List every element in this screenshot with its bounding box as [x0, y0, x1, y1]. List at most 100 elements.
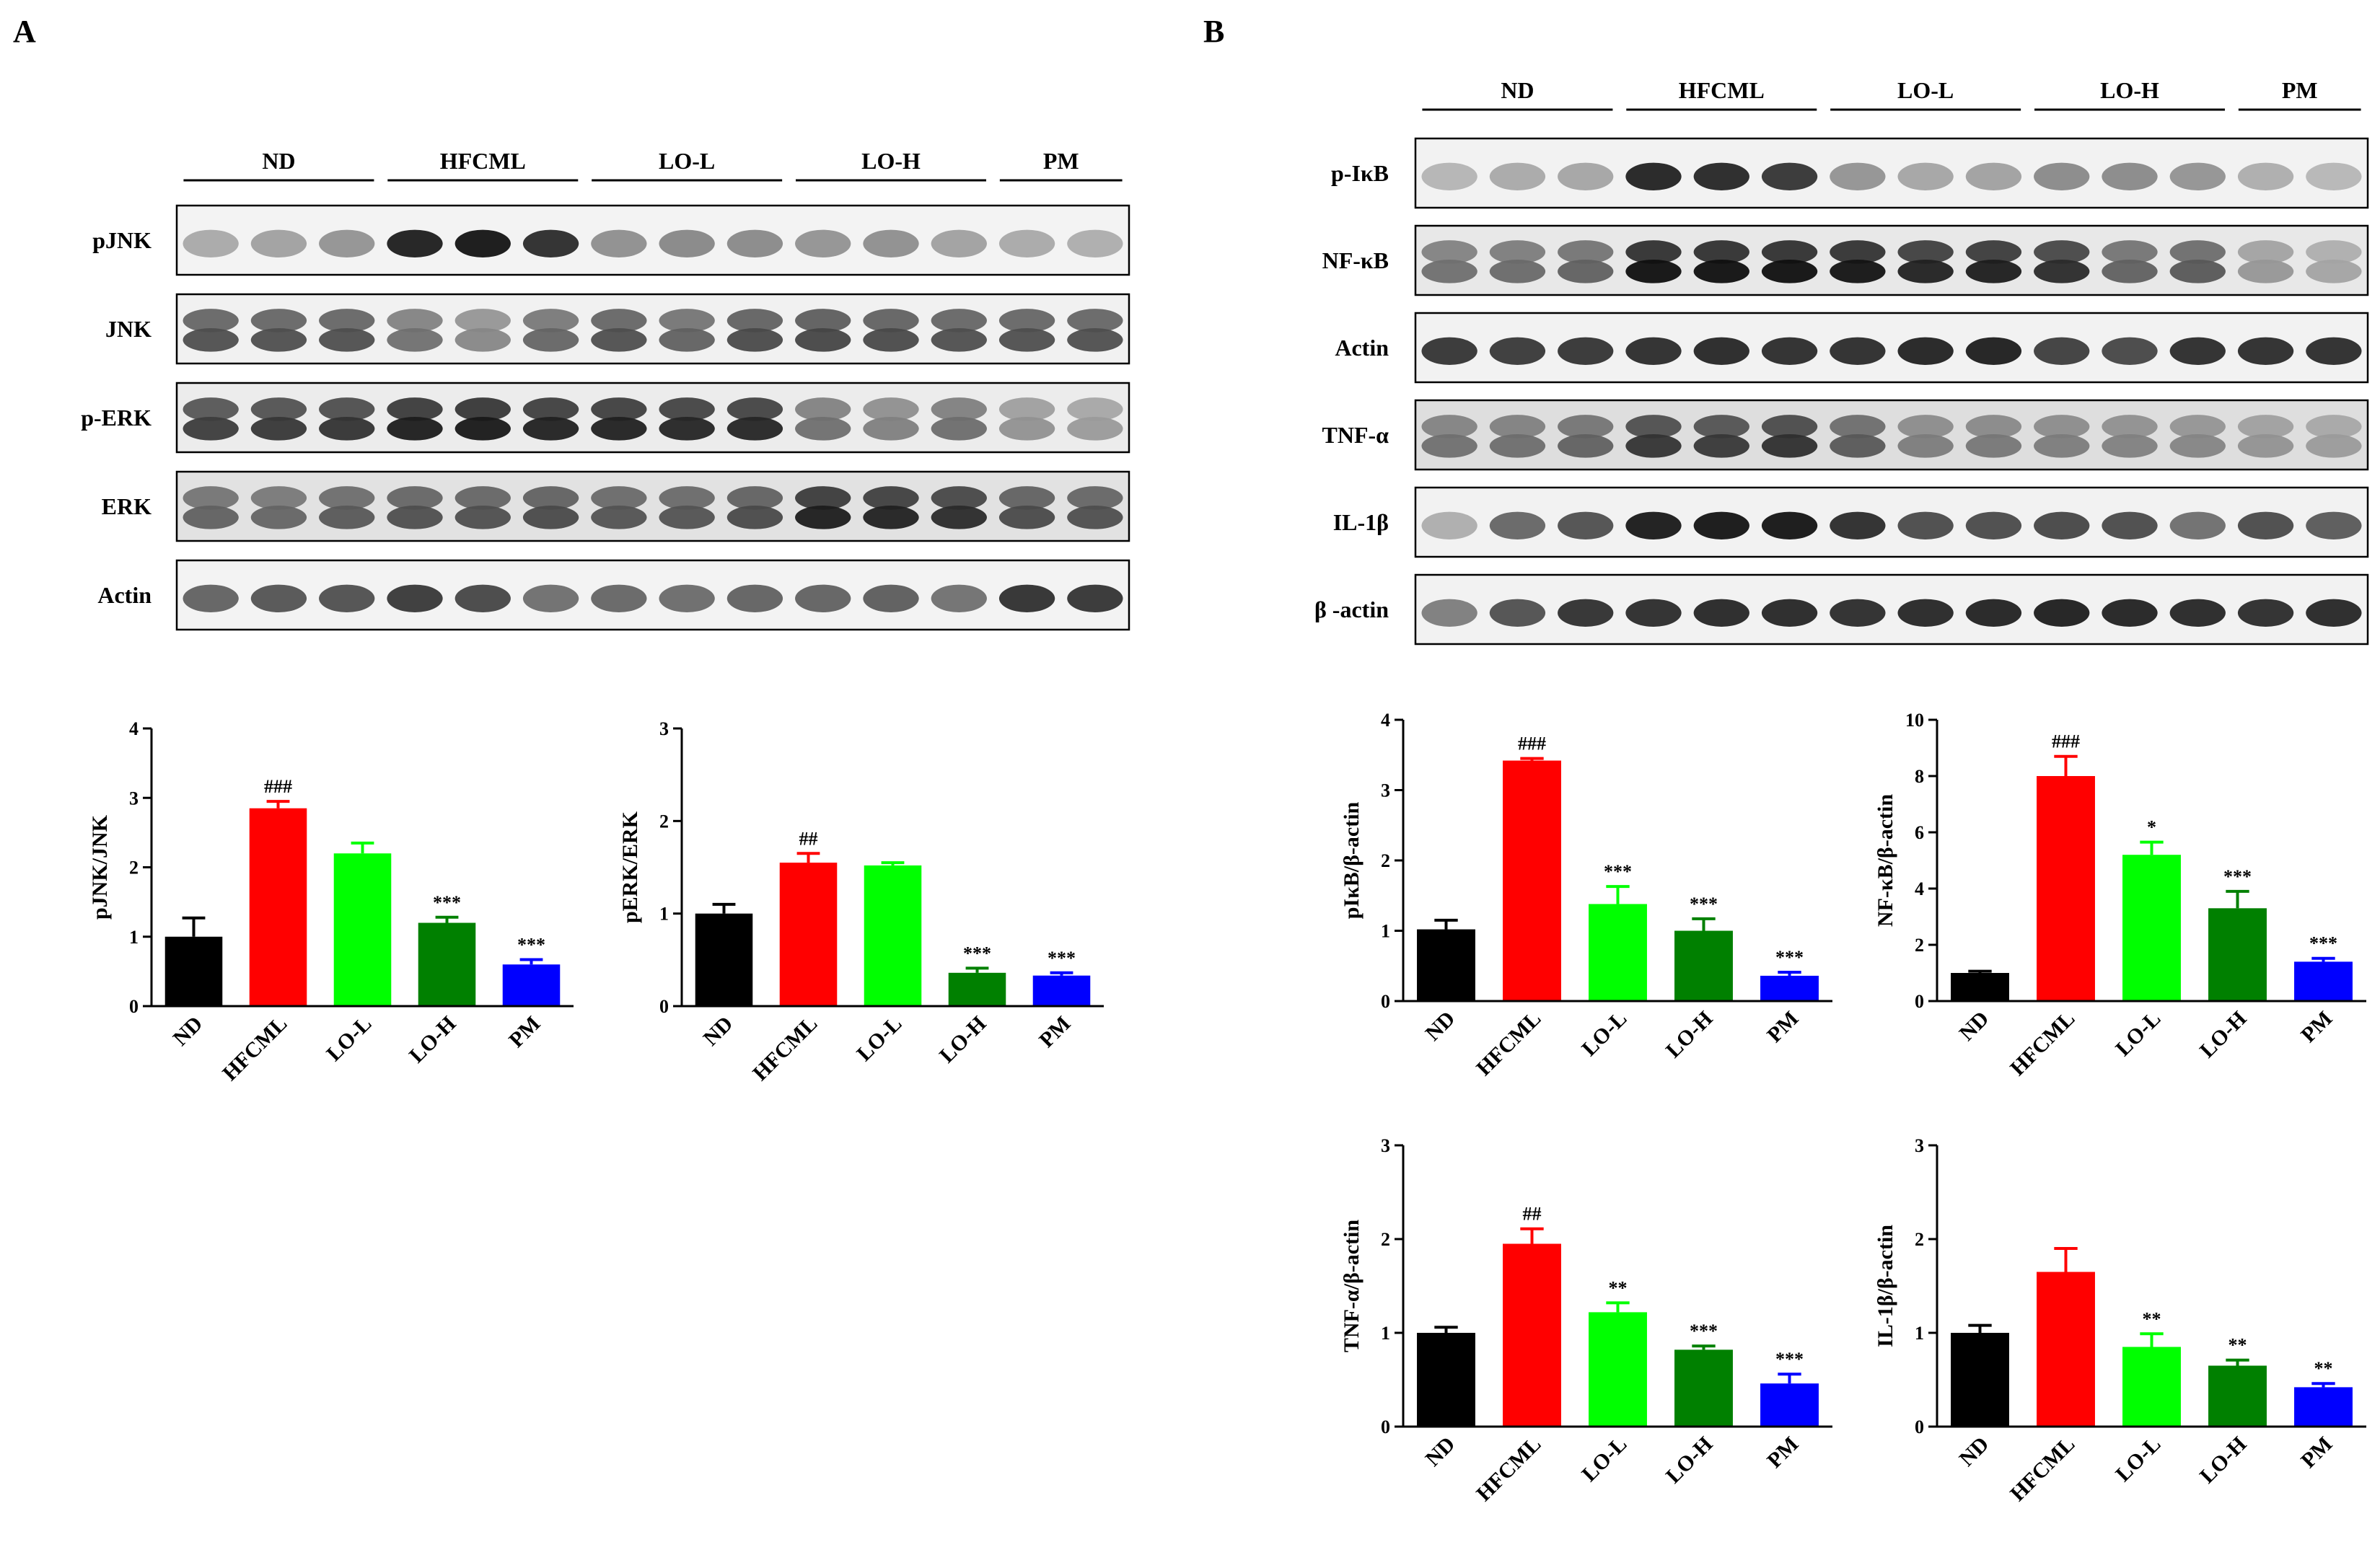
x-tick-label: LO-H: [1661, 1007, 1718, 1063]
y-tick-label: 3: [1381, 780, 1390, 801]
group-label-lo-h: LO-H: [2100, 77, 2159, 103]
blot-band: [1965, 415, 2022, 439]
chart-1: 0 1 2 3 4 pJNK/JNK ND ### HFCML LO-L *** LO-H *** PM: [88, 718, 574, 1085]
blot-band: [522, 584, 579, 612]
blot-band: [1489, 240, 1546, 264]
blot-band: [1761, 240, 1818, 264]
blot-band: [863, 328, 919, 352]
blot-band: [931, 417, 987, 441]
blot-band: [1965, 260, 2022, 283]
blot-band: [863, 229, 919, 257]
blot-band: [795, 397, 851, 421]
blot-band: [1761, 162, 1818, 190]
blot-band: [1693, 599, 1749, 627]
significance-mark: **: [2228, 1335, 2247, 1356]
blot-band: [1067, 309, 1123, 332]
blot-band: [1489, 260, 1546, 283]
y-axis-label: IL-1β/β-actin: [1874, 1225, 1897, 1347]
blot-band: [522, 417, 579, 441]
bar-nd: [1417, 1333, 1475, 1427]
blot-band: [1693, 511, 1749, 539]
bar-lo-h: [1674, 930, 1733, 1001]
blot-band: [726, 328, 783, 352]
blot-label: JNK: [105, 316, 152, 342]
blot-band: [1625, 260, 1682, 283]
blot-frame: [1414, 224, 2369, 296]
x-tick-label: HFCML: [218, 1012, 291, 1085]
blot-band: [2034, 511, 2090, 539]
blot-band: [2169, 240, 2226, 264]
y-tick-label: 4: [1381, 710, 1390, 731]
blot-band: [2306, 511, 2362, 539]
x-tick-label: PM: [2296, 1007, 2337, 1047]
blot-band: [1067, 486, 1123, 510]
blot-band: [387, 328, 443, 352]
chart-6: 0 1 2 3 IL-1β/β-actin ND HFCML ** LO-L ** LO-H ** PM: [1874, 1135, 2366, 1506]
y-tick-label: 3: [1381, 1135, 1390, 1156]
x-tick-label: HFCML: [2006, 1432, 2079, 1506]
blot-band: [931, 506, 987, 529]
blot-band: [1693, 162, 1749, 190]
x-tick-label: PM: [1762, 1432, 1803, 1473]
blot-label: Actin: [1335, 335, 1389, 361]
blot-band: [659, 417, 715, 441]
blot-frame: [175, 470, 1130, 542]
group-label-nd: ND: [1501, 77, 1534, 103]
blot-band: [1558, 337, 1614, 365]
bar-lo-h: [1674, 1349, 1733, 1427]
bar-lo-h: [418, 922, 476, 1006]
significance-mark: **: [2143, 1308, 2161, 1329]
y-tick-label: 0: [659, 996, 669, 1017]
blot-band: [250, 506, 307, 529]
y-tick-label: 1: [1915, 1323, 1924, 1344]
bar-nd: [1951, 1333, 2009, 1427]
blot-band: [250, 417, 307, 441]
blot-band: [2102, 434, 2158, 458]
blot-band: [2237, 162, 2294, 190]
blot-band: [183, 229, 239, 257]
blot-band: [726, 397, 783, 421]
blot-band: [1830, 240, 1886, 264]
blot-band: [2169, 260, 2226, 283]
blot-band: [1693, 434, 1749, 458]
blot-label: p-IκB: [1331, 160, 1389, 186]
y-axis-label: pIκB/β-actin: [1340, 801, 1364, 919]
y-tick-label: 8: [1915, 766, 1924, 787]
blot-band: [931, 229, 987, 257]
y-tick-label: 6: [1915, 822, 1924, 843]
bar-pm: [2294, 961, 2353, 1001]
bar-lo-l: [2122, 1347, 2181, 1427]
chart-3: 0 1 2 3 4 pIκB/β-actin ND ### HFCML *** LO-L *** LO-…: [1340, 710, 1832, 1080]
blot-band: [2034, 415, 2090, 439]
blot-band: [250, 486, 307, 510]
blot-band: [1761, 415, 1818, 439]
blot-band: [591, 506, 647, 529]
group-label-pm: PM: [2282, 77, 2318, 103]
blot-band: [1489, 599, 1546, 627]
blot-band: [2102, 599, 2158, 627]
blot-band: [1625, 337, 1682, 365]
blot-band: [726, 584, 783, 612]
blot-band: [1489, 415, 1546, 439]
blot-band: [183, 417, 239, 441]
bar-hfcml: [779, 863, 838, 1006]
blot-band: [1693, 415, 1749, 439]
blot-band: [795, 506, 851, 529]
chart-5: 0 1 2 3 TNF-α/β-actin ND ## HFCML ** LO-L *** LO-H *…: [1340, 1135, 1832, 1506]
blot-label: IL-1β: [1333, 509, 1389, 535]
blot-band: [183, 506, 239, 529]
blot-band: [1558, 511, 1614, 539]
blot-band: [250, 397, 307, 421]
blot-band: [1067, 417, 1123, 441]
group-label-nd: ND: [262, 148, 295, 174]
blot-band: [1489, 337, 1546, 365]
y-tick-label: 1: [1381, 1323, 1390, 1344]
blot-band: [591, 397, 647, 421]
x-tick-label: LO-H: [1661, 1432, 1718, 1489]
y-tick-label: 3: [129, 788, 139, 809]
blot-band: [659, 397, 715, 421]
blot-band: [2306, 434, 2362, 458]
blot-band: [795, 328, 851, 352]
blot-band: [795, 584, 851, 612]
blot-band: [1897, 260, 1954, 283]
